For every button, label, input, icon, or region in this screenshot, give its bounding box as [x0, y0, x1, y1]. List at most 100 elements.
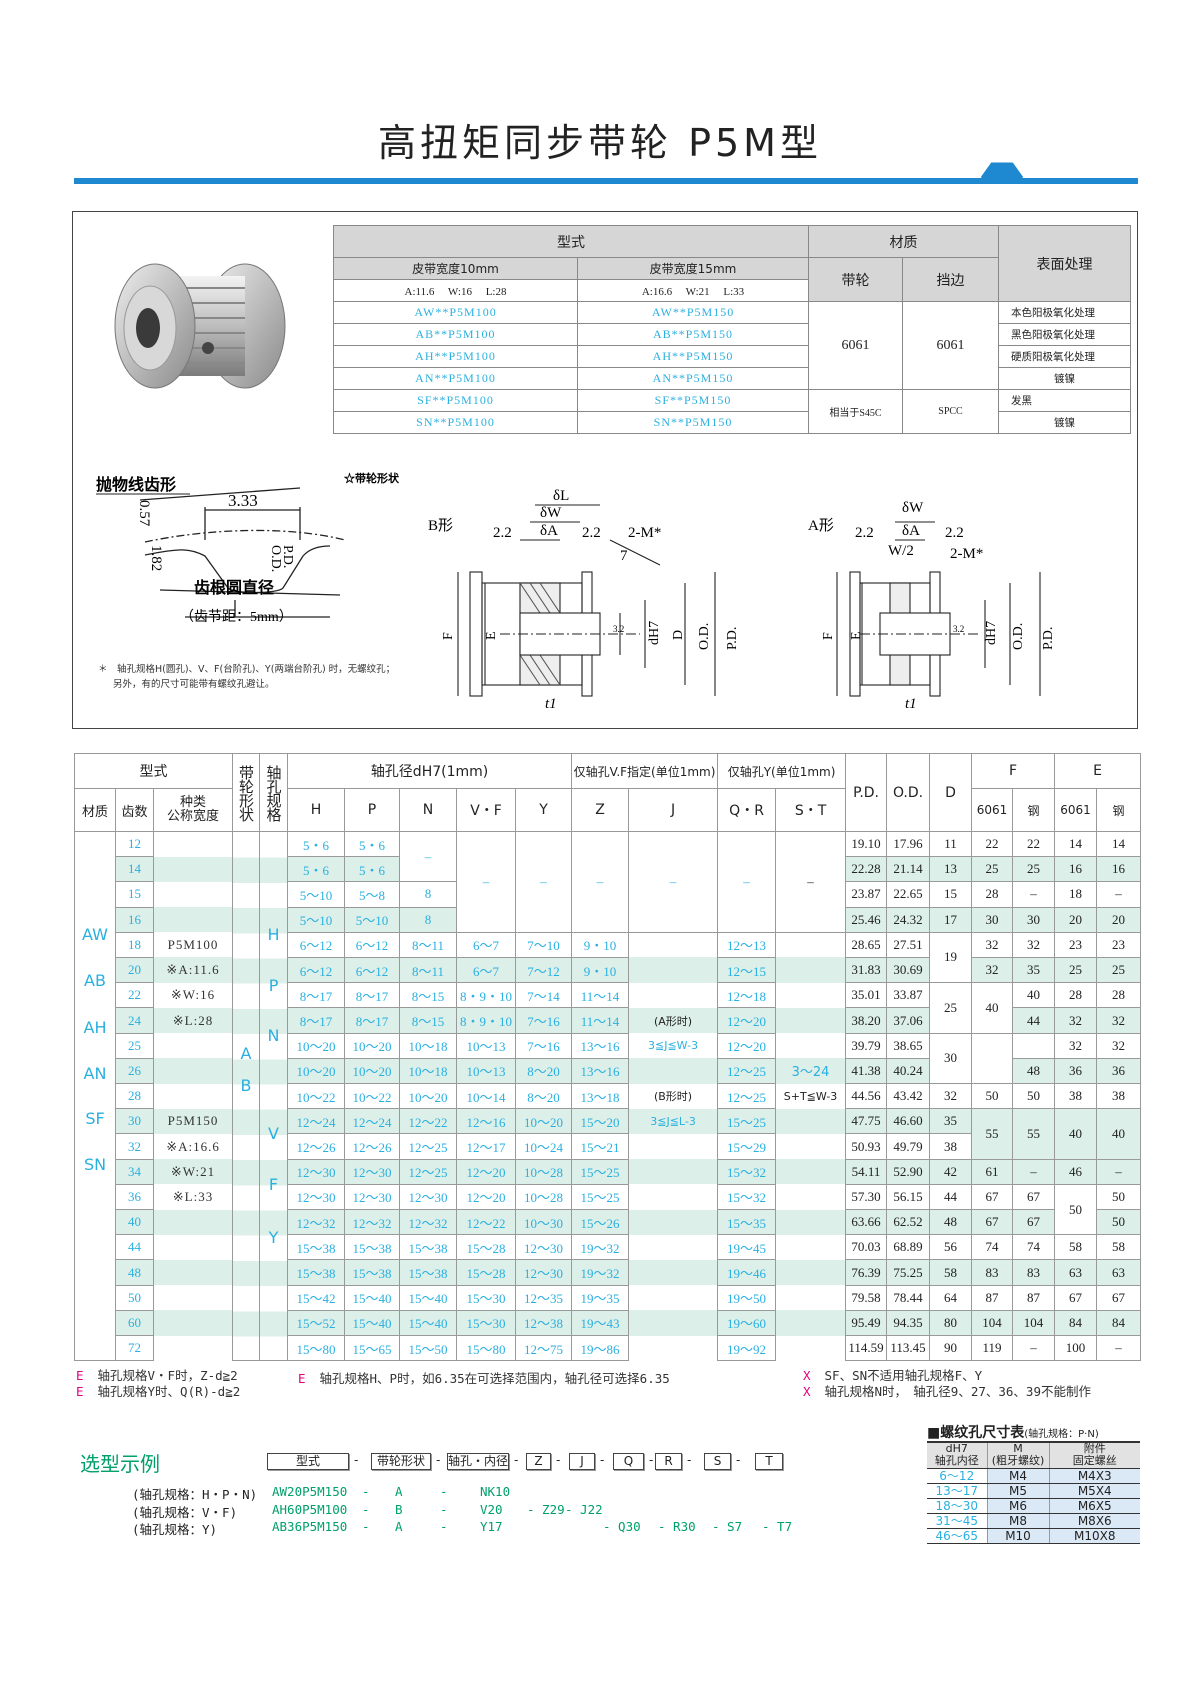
cell-pd: 35.01	[845, 982, 888, 1009]
a-dim-delta-a: δA	[902, 523, 920, 539]
note-mark: X	[803, 1384, 811, 1399]
cell-f-6061: 119	[971, 1334, 1014, 1362]
cell-kind: ※W:16	[152, 982, 234, 1008]
format-separator: -	[436, 1453, 441, 1467]
cell-st	[775, 1159, 847, 1185]
cell-bore-p: 12〜32	[344, 1209, 401, 1236]
cell-j	[628, 1335, 719, 1361]
cell-j	[628, 1159, 719, 1185]
cell-qr: 19〜50	[717, 1284, 777, 1311]
tooth-profile-drawing	[139, 487, 346, 618]
thread-subtitle: (轴孔规格：P·N)	[1024, 1429, 1099, 1440]
cell-d: 35	[929, 1108, 973, 1135]
cell-e-steel: 32	[1096, 1007, 1142, 1034]
cell-bore-vf: 15〜28	[456, 1234, 517, 1261]
model-10mm: AH**P5M100	[333, 345, 578, 368]
notes-e3: E 轴孔规格H、P时，如6.35在可选择范围内，轴孔径可选择6.35	[298, 1368, 670, 1387]
dim-roughness: 3.2	[613, 624, 624, 634]
cell-e-steel: 16	[1096, 856, 1142, 883]
cell-bore-n: 15〜50	[399, 1334, 458, 1362]
cell-od: 43.42	[886, 1083, 931, 1110]
cell-bore-p: 5・6	[344, 830, 401, 858]
cell-teeth: 60	[115, 1309, 154, 1337]
root-diameter-label: 齿根圆直径	[194, 578, 274, 597]
cell-j	[628, 1184, 719, 1210]
cell-bore-vf: 15〜30	[456, 1309, 517, 1337]
cell-f-steel: –	[1012, 881, 1056, 908]
cell-bore-h: 6〜12	[287, 956, 346, 984]
cell-e-steel: 20	[1096, 906, 1142, 933]
cell-bore-vf: 12〜20	[456, 1158, 517, 1185]
cell-teeth: 25	[115, 1032, 154, 1059]
example-token: NK10	[480, 1484, 511, 1499]
cell-qr: 12〜25	[717, 1057, 777, 1085]
cell-e-steel: 40	[1096, 1108, 1142, 1160]
cell-bore-h: 10〜22	[287, 1083, 346, 1110]
tooth-od-label: O.D.	[268, 545, 283, 572]
cell-d: 64	[929, 1284, 973, 1311]
cell-od: 78.44	[886, 1284, 931, 1311]
thread-row: 18〜30 M6 M6X5	[927, 1498, 1140, 1514]
cell-d: 42	[929, 1158, 973, 1185]
cell-pd: 39.79	[845, 1032, 888, 1059]
thread-screw: M10X8	[1049, 1528, 1140, 1544]
spec-column-label: Y	[268, 1227, 279, 1247]
cell-bore-y: 10〜28	[515, 1158, 573, 1185]
cell-z: –	[571, 831, 630, 933]
format-box: 轴孔・内径	[447, 1453, 509, 1470]
cell-z: 11〜14	[571, 982, 630, 1009]
material-column-label: SF	[85, 1109, 105, 1129]
cell-qr: 15〜32	[717, 1183, 777, 1211]
cell-teeth: 12	[115, 830, 154, 858]
cell-od: 62.52	[886, 1209, 931, 1236]
tooth-height-2-label: 1.82	[148, 545, 164, 571]
material-column-label: AH	[83, 1018, 107, 1038]
cell-od: 33.87	[886, 982, 931, 1009]
header-col: Y	[515, 788, 573, 832]
cell-bore-h: 15〜42	[287, 1284, 346, 1311]
note-text: 轴孔规格N时， 轴孔径9、27、36、39不能制作	[824, 1384, 1091, 1399]
dim-dh7: dH7	[647, 621, 662, 645]
cell-od: 30.69	[886, 956, 931, 984]
cell-e-6061: 18	[1054, 881, 1098, 908]
cell-e-6061: 16	[1054, 856, 1098, 883]
thread-row: 13〜17 M5 M5X4	[927, 1483, 1140, 1499]
cell-j: (A形时)	[628, 1007, 719, 1034]
cell-bore-n: 8	[399, 906, 458, 933]
cell-j	[628, 1133, 719, 1160]
cell-bore-h: 15〜38	[287, 1234, 346, 1261]
cell-od: 49.79	[886, 1133, 931, 1160]
cell-f-6061: 22	[971, 830, 1014, 858]
cell-f-6061: 32	[971, 931, 1014, 958]
cell-bore-y: 10〜30	[515, 1209, 573, 1236]
cell-j	[628, 1058, 719, 1084]
cell-bore-n: 10〜18	[399, 1032, 458, 1059]
cell-e-steel: 84	[1096, 1309, 1142, 1337]
cell-z: 13〜16	[571, 1032, 630, 1059]
cell-f-6061: 87	[971, 1284, 1014, 1311]
dim-e: E	[484, 631, 499, 640]
cell-od: 75.25	[886, 1259, 931, 1286]
dim-2-2-right: 2.2	[582, 525, 601, 541]
header-d: D	[929, 753, 973, 832]
cell-bore-h: 10〜20	[287, 1057, 346, 1085]
format-separator: -	[514, 1453, 519, 1467]
b-shape-drawing	[457, 504, 716, 697]
cell-pd: 47.75	[845, 1108, 888, 1135]
cell-bore-vf: 6〜7	[456, 956, 517, 984]
cell-kind	[152, 1234, 234, 1260]
cell-bore-y: –	[515, 831, 573, 933]
dim-f: F	[441, 632, 456, 640]
cell-qr: 19〜46	[717, 1259, 777, 1286]
shape-column-label: B	[240, 1076, 252, 1096]
cell-st	[775, 932, 847, 958]
thread-screw: M6X5	[1049, 1498, 1140, 1514]
thread-row: 6〜12 M4 M4X3	[927, 1468, 1140, 1484]
cell-pd: 57.30	[845, 1183, 888, 1211]
cell-kind: ※W:21	[152, 1159, 234, 1185]
note-text: 轴孔规格H、P时，如6.35在可选择范围内，轴孔径可选择6.35	[319, 1371, 670, 1386]
header-vf-only: 仅轴孔V.F指定(单位1mm)	[571, 753, 719, 789]
cell-z: 15〜25	[571, 1183, 630, 1211]
cell-od: 40.24	[886, 1057, 931, 1085]
